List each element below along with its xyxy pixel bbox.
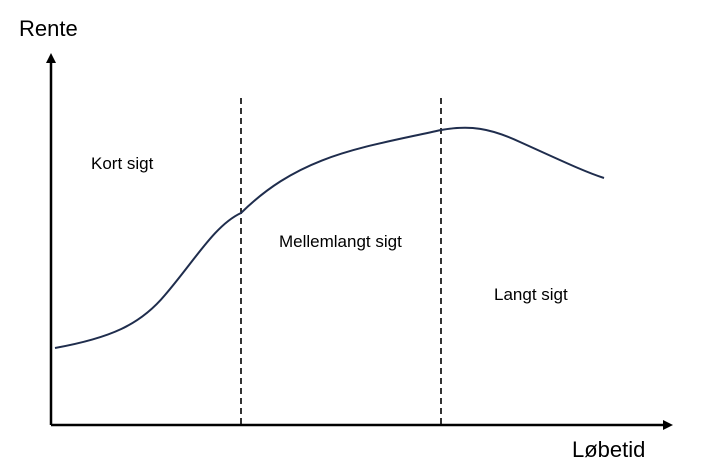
x-axis-label: Løbetid xyxy=(572,437,646,462)
y-axis-label: Rente xyxy=(19,16,78,41)
region-label-long: Langt sigt xyxy=(494,285,568,304)
region-label-short: Kort sigt xyxy=(91,154,154,173)
yield-curve xyxy=(54,126,605,349)
region-label-medium: Mellemlangt sigt xyxy=(279,232,402,251)
